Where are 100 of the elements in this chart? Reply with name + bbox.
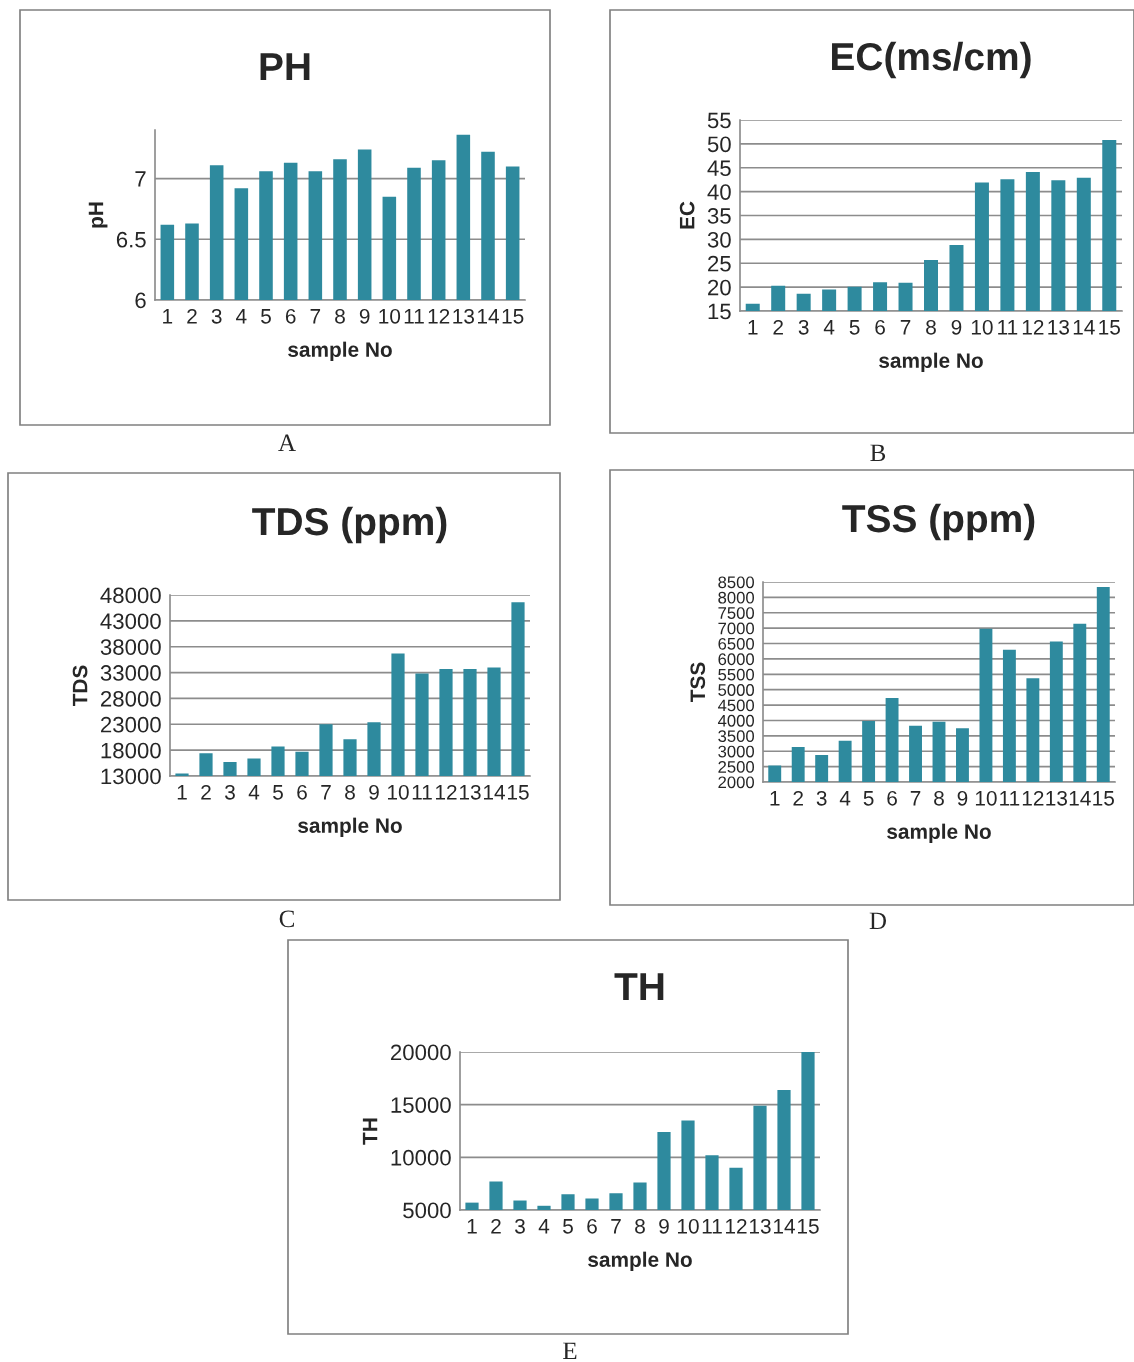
- y-tick-label: 20000: [391, 1044, 451, 1061]
- x-tick-label: 12: [436, 784, 457, 800]
- x-tick-label: 11: [1000, 791, 1020, 806]
- x-tick-label: 12: [1022, 319, 1044, 335]
- x-tick-label: 11: [404, 309, 424, 324]
- x-tick-label: 3: [225, 784, 235, 800]
- x-tick-label: 9: [359, 308, 370, 324]
- y-tick-label: 2500: [718, 761, 755, 773]
- text: C: [279, 910, 294, 928]
- x-tick-label: 15: [1093, 791, 1114, 806]
- y-tick-label: 15000: [391, 1097, 451, 1113]
- y-tick-label: 6500: [718, 637, 755, 650]
- y-tick-label: 3000: [718, 745, 755, 758]
- y-axis-title: EC: [679, 201, 695, 229]
- y-tick-label: 6: [135, 292, 146, 309]
- x-tick-label: 14: [484, 785, 505, 800]
- x-tick-label: 9: [659, 1218, 669, 1234]
- y-tick-label: 43000: [100, 613, 161, 630]
- y-tick-label: 18000: [101, 742, 161, 759]
- y-tick-label: 8500: [718, 576, 755, 589]
- y-tick-label: 6000: [718, 653, 755, 666]
- x-tick-label: 14: [1069, 791, 1091, 806]
- y-tick-label: 2000: [718, 776, 755, 789]
- chart-title: TDS (ppm): [252, 506, 447, 544]
- y-tick-label: 50: [707, 136, 731, 153]
- x-axis-title: sample No: [887, 823, 991, 844]
- x-axis-title: sample No: [588, 1251, 692, 1272]
- x-tick-label: 9: [957, 790, 968, 806]
- x-tick-label: 10: [971, 319, 993, 335]
- x-tick-label: 6: [285, 308, 296, 324]
- x-tick-label: 13: [1046, 790, 1068, 806]
- x-tick-label: 7: [910, 791, 921, 806]
- x-tick-label: 5: [261, 309, 271, 324]
- x-tick-label: 8: [934, 790, 944, 806]
- y-tick-label: 20: [708, 279, 731, 296]
- y-tick-label: 13000: [101, 768, 161, 785]
- x-tick-label: 5: [863, 791, 874, 806]
- x-tick-label: 3: [816, 790, 827, 806]
- x-tick-label: 13: [453, 308, 475, 324]
- x-tick-label: 14: [478, 309, 499, 324]
- y-axis-title: TSS: [690, 662, 706, 703]
- y-tick-label: 55: [707, 112, 731, 129]
- x-tick-label: 6: [297, 784, 307, 800]
- y-tick-label: 4000: [717, 714, 755, 727]
- y-tick-label: 6.5: [116, 231, 146, 248]
- x-tick-label: 9: [369, 784, 379, 800]
- x-tick-label: 10: [388, 784, 409, 800]
- y-tick-label: 23000: [101, 716, 161, 733]
- y-tick-label: 38000: [100, 639, 161, 655]
- x-tick-label: 2: [187, 308, 197, 324]
- text: A: [278, 434, 296, 452]
- x-tick-label: 10: [678, 1218, 699, 1234]
- x-tick-label: 14: [774, 1219, 795, 1234]
- x-tick-label: 8: [345, 784, 355, 800]
- x-tick-label: 12: [428, 308, 450, 324]
- x-tick-label: 7: [900, 320, 911, 335]
- y-tick-label: 4500: [717, 699, 755, 712]
- y-tick-label: 25: [708, 255, 731, 272]
- x-tick-label: 7: [321, 785, 331, 800]
- y-tick-label: 48000: [100, 587, 161, 604]
- x-tick-label: 7: [611, 1219, 621, 1234]
- x-tick-label: 4: [248, 785, 260, 800]
- y-tick-label: 28000: [101, 690, 161, 707]
- x-tick-label: 15: [508, 785, 529, 800]
- x-tick-label: 3: [515, 1218, 525, 1234]
- x-tick-label: 4: [236, 309, 247, 324]
- x-axis-title: sample No: [879, 352, 983, 373]
- x-tick-label: 12: [726, 1218, 747, 1234]
- x-tick-label: 10: [975, 790, 997, 806]
- text: D: [869, 912, 887, 930]
- x-tick-label: 2: [793, 790, 803, 806]
- x-tick-label: 14: [1073, 320, 1095, 335]
- text: E: [563, 1342, 577, 1360]
- x-tick-label: 1: [748, 320, 758, 335]
- chart-title: EC(ms/cm): [832, 41, 1031, 79]
- y-tick-label: 7000: [718, 622, 755, 635]
- y-tick-label: 5000: [403, 1202, 451, 1219]
- x-tick-label: 15: [502, 309, 524, 324]
- y-tick-label: 7500: [718, 607, 755, 619]
- x-tick-label: 2: [491, 1218, 501, 1234]
- x-axis-title: sample No: [298, 817, 402, 838]
- x-tick-label: 2: [773, 319, 783, 335]
- x-tick-label: 5: [273, 785, 283, 800]
- y-tick-label: 5500: [718, 668, 755, 681]
- y-tick-label: 3500: [718, 730, 755, 743]
- x-tick-label: 13: [460, 784, 481, 800]
- x-tick-label: 8: [635, 1218, 645, 1234]
- x-tick-label: 2: [201, 784, 211, 800]
- x-tick-label: 13: [750, 1218, 771, 1234]
- x-tick-label: 1: [467, 1219, 477, 1234]
- chart-title: TSS (ppm): [842, 503, 1035, 541]
- x-axis-title: sample No: [288, 341, 392, 362]
- x-tick-label: 4: [823, 320, 835, 335]
- x-tick-label: 1: [770, 791, 780, 806]
- x-tick-label: 11: [998, 320, 1018, 335]
- x-tick-label: 15: [798, 1219, 819, 1234]
- y-axis-title: TH: [362, 1118, 378, 1145]
- x-tick-label: 6: [875, 319, 885, 335]
- x-tick-label: 11: [412, 785, 432, 800]
- y-axis-title: TDS: [72, 665, 88, 707]
